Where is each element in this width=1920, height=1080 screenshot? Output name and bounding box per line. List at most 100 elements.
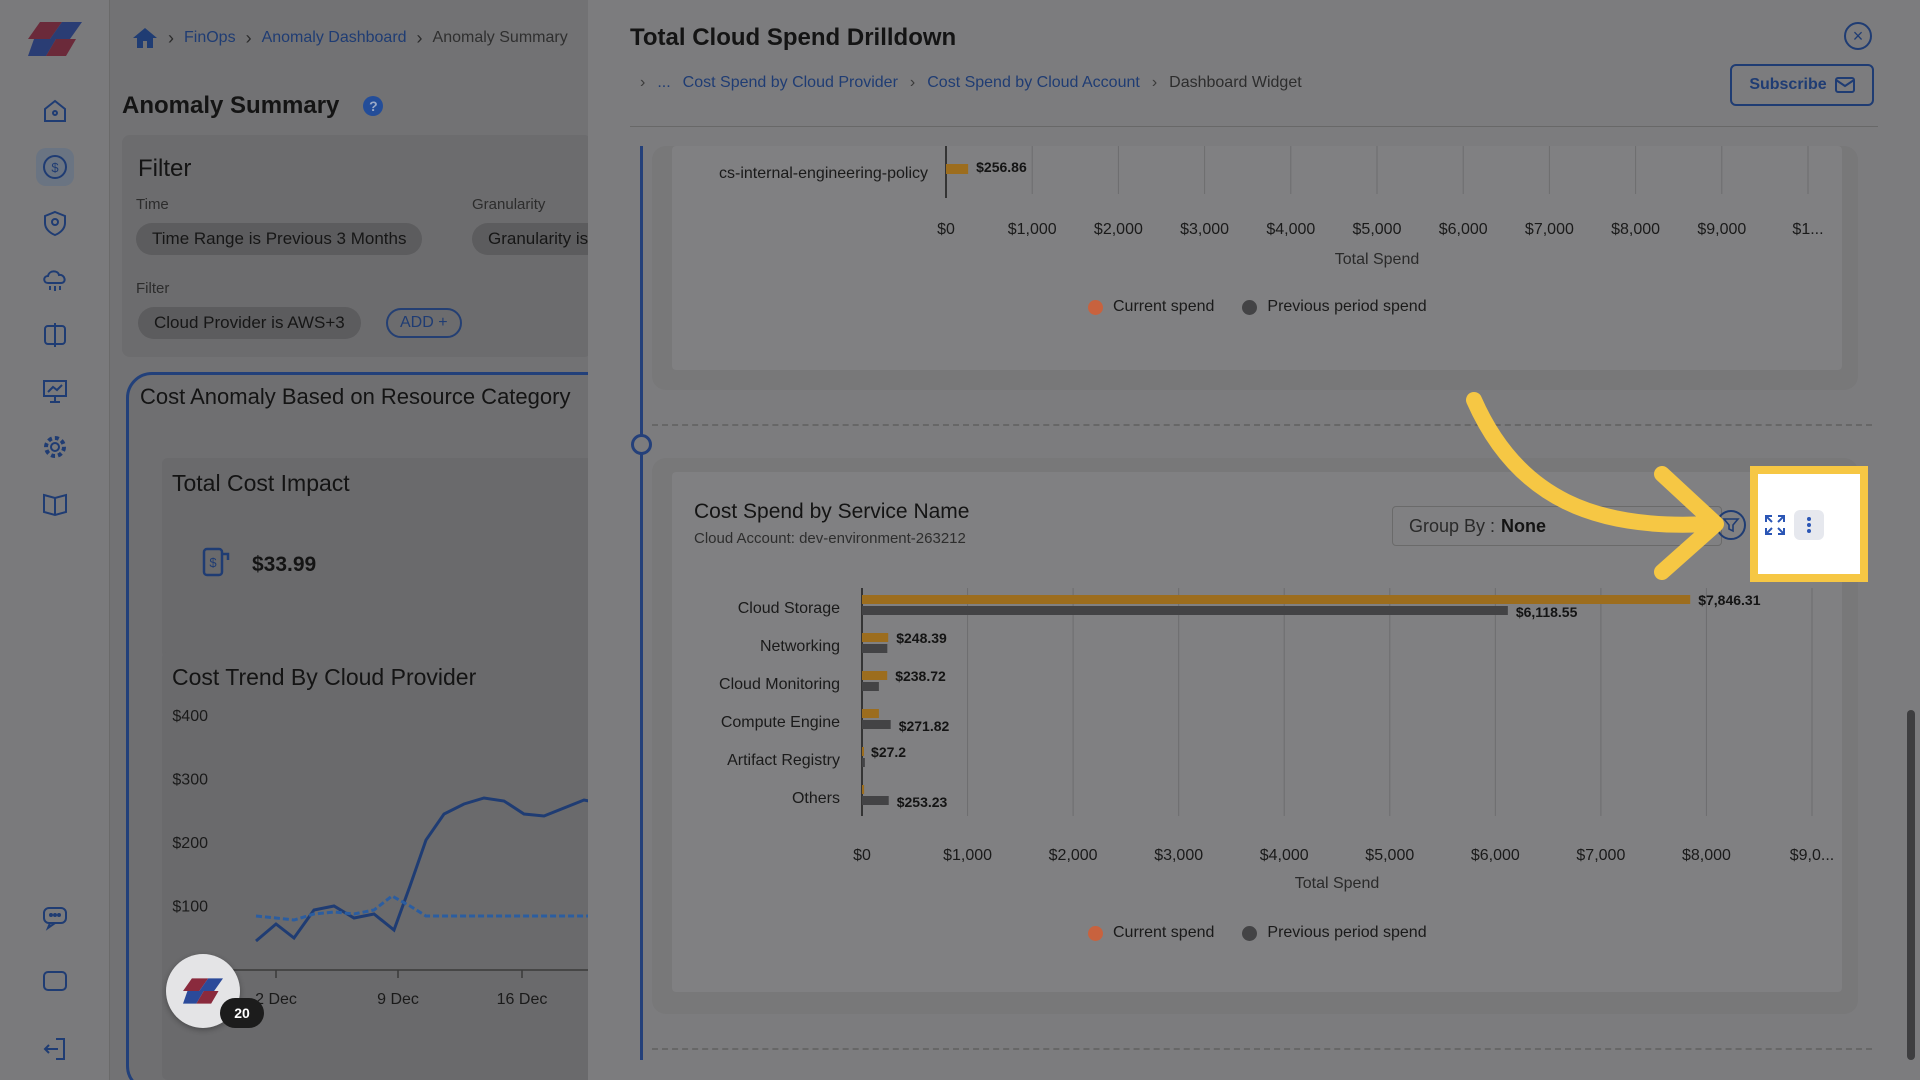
breadcrumb-anomaly-summary: Anomaly Summary [432, 29, 568, 46]
data-label: $256.86 [976, 159, 1027, 175]
chart-legend: Current spend Previous period spend [1088, 924, 1427, 942]
dollar-icon[interactable]: $ [36, 148, 74, 186]
group-by-select[interactable]: Group By : None [1392, 506, 1722, 546]
cloud-icon[interactable] [36, 260, 74, 298]
legend-previous-label: Previous period spend [1267, 298, 1427, 315]
more-options-icon[interactable] [1794, 510, 1824, 540]
book-icon[interactable] [36, 484, 74, 522]
widget-title: Cost Spend by Service Name [694, 500, 970, 523]
bar-current [862, 785, 865, 794]
breadcrumb-ellipsis[interactable]: ... [657, 74, 671, 91]
expand-icon[interactable] [1762, 512, 1788, 538]
chat-icon[interactable] [36, 898, 74, 936]
x-tick-label: $1,000 [1008, 221, 1057, 238]
legend-previous[interactable]: Previous period spend [1242, 924, 1427, 942]
x-tick-label: $5,000 [1353, 221, 1402, 238]
trend-line-secondary [255, 894, 590, 922]
page-title: Anomaly Summary ? [122, 92, 384, 120]
subscribe-label: Subscribe [1749, 76, 1827, 93]
x-tick-label: $9,0... [1790, 847, 1834, 864]
filter-funnel-icon[interactable] [1716, 510, 1746, 540]
y-tick-label: $200 [172, 835, 208, 852]
logout-icon[interactable] [36, 1030, 74, 1068]
bar-current [862, 747, 864, 756]
compare-icon[interactable] [36, 316, 74, 354]
receipt-dollar-icon: $ [202, 547, 230, 577]
time-label: Time [136, 196, 169, 213]
group-by-label: Group By : [1409, 515, 1496, 536]
help-icon[interactable]: ? [363, 96, 384, 116]
assistant-button[interactable] [166, 954, 240, 1028]
granularity-label: Granularity [472, 196, 546, 213]
x-tick-label: $2,000 [1049, 847, 1098, 864]
x-tick-label: $8,000 [1682, 847, 1731, 864]
home-icon[interactable] [36, 92, 74, 130]
add-filter-button[interactable]: ADD + [386, 308, 462, 338]
data-label: $7,846.31 [1698, 592, 1760, 608]
subscribe-button[interactable]: Subscribe [1730, 64, 1874, 106]
breadcrumb-anomaly-dashboard[interactable]: Anomaly Dashboard [261, 29, 407, 46]
timeline-line [640, 146, 643, 1060]
scrollbar[interactable] [1907, 710, 1915, 1060]
page-title-text: Anomaly Summary [122, 92, 340, 119]
x-tick-label: $4,000 [1266, 221, 1315, 238]
widget-service-card [672, 472, 1842, 992]
shield-icon[interactable] [36, 204, 74, 242]
legend-current[interactable]: Current spend [1088, 298, 1214, 316]
bar-current [946, 164, 969, 174]
data-label: $248.39 [896, 630, 947, 646]
x-tick-label: $7,000 [1576, 847, 1625, 864]
y-category-label: Artifact Registry [727, 752, 840, 769]
bar-previous [862, 758, 865, 767]
y-category-label: Networking [760, 638, 840, 655]
support-icon[interactable] [36, 962, 74, 1000]
x-tick-label: $1,000 [943, 847, 992, 864]
x-tick-label: $3,000 [1180, 221, 1229, 238]
x-tick-label: 9 Dec [377, 991, 419, 1008]
bar-previous [862, 682, 879, 691]
data-label: $271.82 [899, 718, 950, 734]
cloud-provider-chip[interactable]: Cloud Provider is AWS+3 [138, 307, 361, 339]
drawer-breadcrumb: › ... Cost Spend by Cloud Provider › Cos… [640, 74, 1302, 92]
chevron-right-icon: › [416, 27, 423, 48]
legend-current-dot [1088, 925, 1103, 941]
trend-line-primary [255, 796, 590, 943]
presentation-icon[interactable] [36, 372, 74, 410]
home-icon[interactable] [132, 26, 158, 50]
breadcrumb-finops[interactable]: FinOps [184, 29, 236, 46]
service-spend-chart: $0 $1,000 $2,000 $3,000 $4,000 $5,000 $6,000 $7… [719, 588, 1834, 892]
y-tick-label: $100 [172, 899, 208, 916]
chart-legend: Current spend Previous period spend [1088, 298, 1427, 316]
y-tick-label: $300 [172, 772, 208, 789]
breadcrumb-cloud-provider[interactable]: Cost Spend by Cloud Provider [682, 74, 898, 91]
x-tick-label: $6,000 [1439, 221, 1488, 238]
gear-icon[interactable] [36, 428, 74, 466]
filter-label: Filter [136, 280, 170, 297]
legend-current-dot [1088, 299, 1103, 315]
y-category-label: Cloud Storage [738, 600, 840, 617]
data-label: $27.2 [871, 744, 906, 760]
legend-current[interactable]: Current spend [1088, 924, 1214, 942]
cost-impact-title: Total Cost Impact [172, 470, 350, 496]
bar-current [862, 633, 889, 642]
data-label: $253.23 [897, 794, 948, 810]
drilldown-drawer: Total Cloud Spend Drilldown × › ... Cost… [588, 0, 1920, 1080]
timeline-node [631, 434, 652, 455]
granularity-chip[interactable]: Granularity is [472, 223, 590, 255]
legend-previous-label: Previous period spend [1267, 924, 1427, 941]
x-tick-label: $9,000 [1697, 221, 1746, 238]
app-logo[interactable] [28, 22, 82, 56]
y-category-label: Cloud Monitoring [719, 676, 840, 693]
account-spend-chart: $0 $1,000 $2,000 $3,000 $4,000 $5,000 $6,000 $7… [719, 146, 1824, 268]
breadcrumb-cloud-account[interactable]: Cost Spend by Cloud Account [927, 74, 1140, 91]
close-icon[interactable]: × [1844, 22, 1872, 50]
drawer-title: Total Cloud Spend Drilldown [630, 24, 957, 51]
legend-previous[interactable]: Previous period spend [1242, 298, 1427, 316]
time-range-chip[interactable]: Time Range is Previous 3 Months [136, 223, 423, 255]
assistant-badge: 20 [220, 998, 264, 1028]
y-category-label: Compute Engine [721, 714, 840, 731]
nav-rail: $ [0, 0, 110, 1080]
legend-previous-dot [1242, 925, 1258, 941]
header-divider [630, 126, 1878, 127]
data-label: $6,118.55 [1516, 604, 1578, 620]
